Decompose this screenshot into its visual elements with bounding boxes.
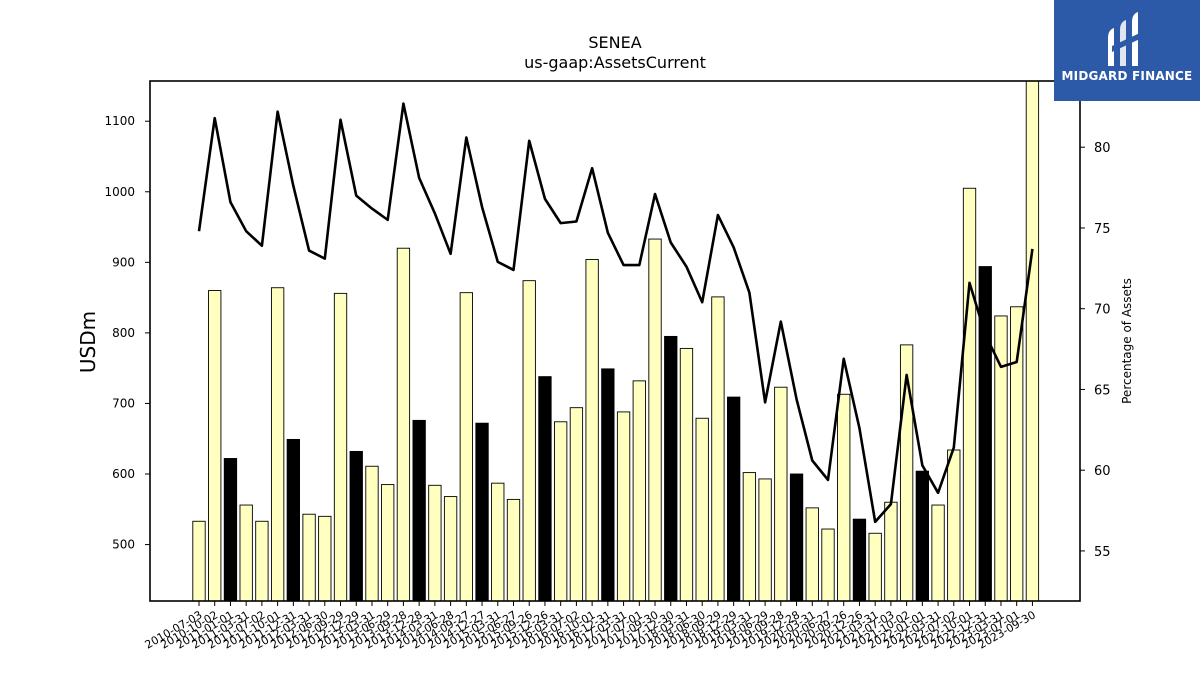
percentage-line bbox=[197, 102, 1034, 524]
y2tick-label: 65 bbox=[1094, 383, 1111, 398]
bar-2011-07-02 bbox=[255, 520, 269, 602]
bar-2019-06-29 bbox=[758, 478, 772, 602]
y2-axis-label: Percentage of Assets bbox=[1120, 278, 1134, 404]
x-axis: 2010-07-032010-10-022011-01-012011-03-31… bbox=[143, 601, 1038, 652]
bar-2018-03-31 bbox=[679, 347, 694, 602]
bar-2019-09-28 bbox=[774, 386, 788, 602]
bar-2022-03-31 bbox=[931, 504, 945, 602]
bar-2017-09-30 bbox=[648, 238, 662, 602]
plot-frame bbox=[149, 80, 1081, 602]
bar-2021-03-31 bbox=[868, 532, 882, 602]
bar-2023-09-30 bbox=[1025, 80, 1040, 602]
ytick-label: 600 bbox=[112, 467, 135, 481]
ytick-label: 900 bbox=[112, 255, 135, 269]
y-axis-label: USDm bbox=[76, 311, 100, 373]
bar-2016-12-31 bbox=[601, 368, 615, 602]
bar-2013-09-28 bbox=[396, 247, 411, 602]
bar-2015-09-26 bbox=[522, 280, 536, 602]
bar-2019-03-31 bbox=[742, 472, 757, 602]
bar-series bbox=[192, 80, 1040, 602]
bar-2017-12-30 bbox=[664, 335, 678, 602]
bar-2015-03-31 bbox=[491, 482, 505, 602]
bar-2019-12-28 bbox=[789, 473, 804, 602]
bar-2022-10-01 bbox=[962, 187, 977, 602]
bar-2022-01-01 bbox=[915, 470, 930, 602]
chart-title: SENEA bbox=[588, 33, 641, 52]
bar-2023-07-01 bbox=[1010, 306, 1024, 602]
bar-2011-12-31 bbox=[286, 438, 300, 602]
bar-2016-03-31 bbox=[554, 421, 568, 602]
logo-text: MIDGARD FINANCE bbox=[1061, 69, 1193, 83]
bar-2011-01-01 bbox=[223, 458, 238, 602]
bar-2021-07-03 bbox=[884, 501, 898, 602]
chart-subtitle: us-gaap:AssetsCurrent bbox=[524, 53, 706, 72]
brand-logo: MIDGARD FINANCE bbox=[1054, 0, 1200, 101]
y2tick-label: 70 bbox=[1094, 303, 1111, 318]
bar-2020-06-27 bbox=[821, 528, 835, 602]
bar-2010-10-02 bbox=[208, 290, 222, 602]
y-axis-left: 500 600 700 800 900 1000 1100 bbox=[104, 114, 150, 552]
ytick-label: 1000 bbox=[104, 185, 135, 199]
y2tick-label: 60 bbox=[1094, 464, 1111, 479]
bar-2020-12-26 bbox=[852, 518, 867, 602]
y2tick-label: 75 bbox=[1094, 222, 1111, 237]
y2tick-label: 80 bbox=[1094, 141, 1111, 156]
y2tick-label: 55 bbox=[1094, 545, 1111, 560]
bar-2012-06-30 bbox=[318, 515, 332, 602]
ytick-label: 1100 bbox=[104, 114, 135, 128]
bar-2018-12-29 bbox=[727, 396, 741, 602]
bar-2012-09-29 bbox=[333, 292, 348, 602]
bar-2018-06-30 bbox=[695, 417, 709, 602]
bar-2011-03-31 bbox=[239, 504, 253, 602]
bar-2015-06-27 bbox=[506, 498, 521, 602]
bar-2014-12-27 bbox=[475, 422, 489, 602]
bar-2014-09-27 bbox=[459, 292, 473, 602]
bar-2012-12-29 bbox=[349, 450, 363, 602]
ytick-label: 800 bbox=[112, 326, 135, 340]
bar-2013-06-29 bbox=[381, 484, 395, 602]
ytick-label: 700 bbox=[112, 396, 135, 410]
bar-2016-07-02 bbox=[569, 407, 584, 602]
bar-2010-07-03 bbox=[192, 520, 206, 602]
bar-2020-09-26 bbox=[837, 393, 851, 602]
bar-2016-10-01 bbox=[585, 259, 599, 602]
bar-2022-07-02 bbox=[947, 449, 961, 602]
bar-2017-07-01 bbox=[632, 380, 646, 602]
ytick-label: 500 bbox=[112, 538, 135, 552]
bar-2020-03-31 bbox=[805, 507, 819, 602]
bar-2015-12-26 bbox=[538, 376, 552, 602]
y-axis-right: 55 60 65 70 75 80 bbox=[1080, 141, 1111, 560]
midgard-logo-icon bbox=[1108, 12, 1142, 66]
bar-2012-03-31 bbox=[302, 513, 316, 602]
bar-2013-03-31 bbox=[365, 465, 379, 602]
bar-2014-03-31 bbox=[428, 484, 442, 602]
bar-2011-10-01 bbox=[270, 287, 285, 602]
bar-2013-12-28 bbox=[412, 419, 426, 602]
bar-2017-03-31 bbox=[616, 411, 631, 602]
bar-2014-06-28 bbox=[443, 496, 458, 602]
bar-2018-09-29 bbox=[711, 296, 725, 602]
